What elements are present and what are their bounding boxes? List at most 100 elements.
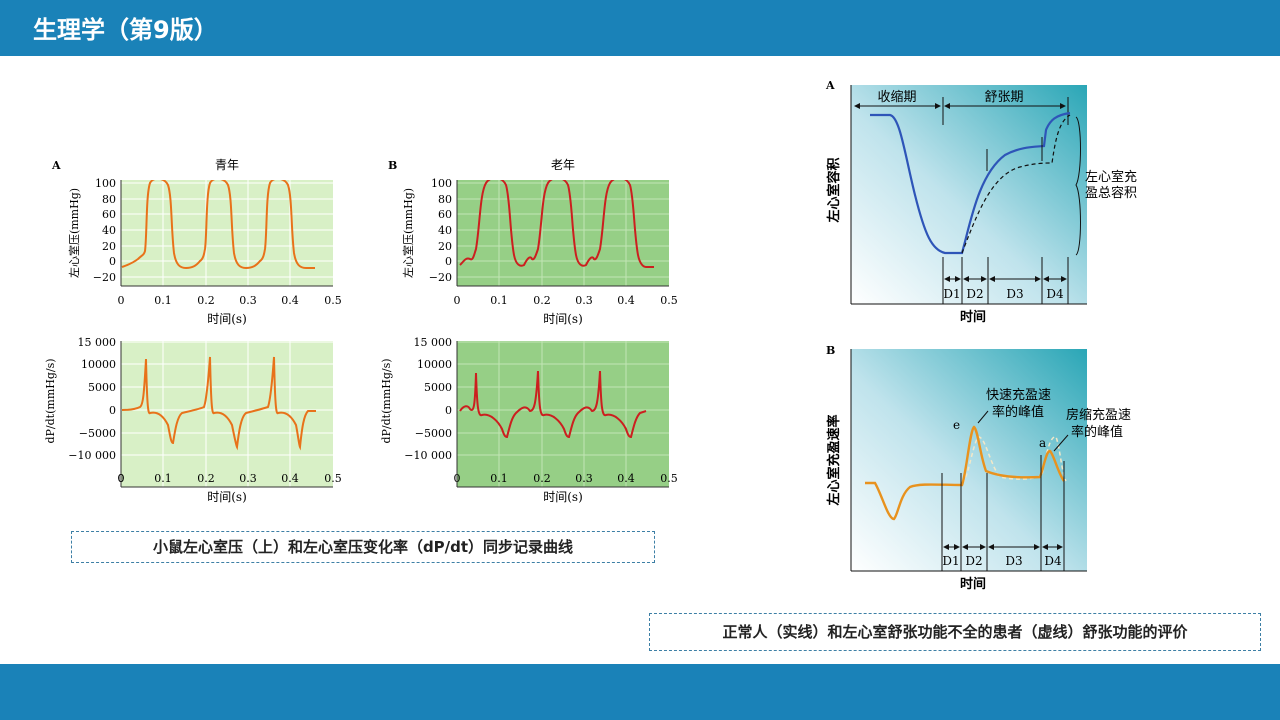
systole-label: 收缩期 <box>877 89 916 105</box>
panel-a-label: A <box>51 159 61 172</box>
x-tick: 0.4 <box>617 472 635 485</box>
total-volume-label-2: 盈总容积 <box>1085 185 1137 201</box>
old-pressure-x-ticks: 0 0.1 0.2 0.3 0.4 0.5 <box>454 294 678 307</box>
x-tick: 0.2 <box>533 472 551 485</box>
rate-impaired-curve <box>961 436 1067 484</box>
y-tick: 0 <box>109 255 116 268</box>
old-rate-x-ticks-row: 0 0.1 0.2 0.3 0.4 0.5 <box>454 472 678 485</box>
x-tick: 0.3 <box>575 472 593 485</box>
old-pressure-ylabel: 左心室压(mmHg) <box>401 188 415 278</box>
volume-impaired-curve <box>961 114 1071 254</box>
total-volume-label-1: 左心室充 <box>1085 169 1137 185</box>
x-tick: 0.1 <box>154 294 172 307</box>
y-tick: 60 <box>102 208 116 221</box>
x-tick: 0.1 <box>490 472 508 485</box>
x-tick: 0.2 <box>197 294 215 307</box>
x-tick: 0.2 <box>533 294 551 307</box>
y-tick: −10 000 <box>68 449 116 462</box>
rate-normal-curve <box>865 425 1065 521</box>
young-rate-plot-bg <box>121 341 333 487</box>
peak-e-label-1: 快速充盈速 <box>986 387 1051 403</box>
young-pressure-plot-bg <box>121 180 333 286</box>
young-pressure-ylabel: 左心室压(mmHg) <box>67 188 81 278</box>
young-rate-xlabel: 时间(s) <box>207 490 247 504</box>
peak-a-label-2: 率的峰值 <box>1071 424 1123 440</box>
y-tick: 15 000 <box>414 336 453 349</box>
y-tick: 80 <box>102 193 116 206</box>
phase-dividers-a <box>942 257 1069 304</box>
old-rate-grid <box>457 341 669 487</box>
y-tick: −10 000 <box>404 449 452 462</box>
young-pressure-x-ticks: 0 0.1 0.2 0.3 0.4 0.5 <box>118 294 342 307</box>
x-tick: 0.4 <box>617 294 635 307</box>
left-figure-rate-axes: 0 0.1 0.2 0.3 0.4 0.5 时间(s) 0 0.1 0.2 0.… <box>118 472 678 504</box>
phase-label-d2: D2 <box>965 554 982 568</box>
y-tick: 20 <box>102 240 116 253</box>
phase-label-d2: D2 <box>966 287 983 301</box>
y-tick: 0 <box>445 255 452 268</box>
y-tick: −20 <box>429 271 452 284</box>
x-tick: 0 <box>118 472 125 485</box>
peak-e-label-2: 率的峰值 <box>992 404 1044 420</box>
left-caption: 小鼠左心室压（上）和左心室压变化率（dP/dt）同步记录曲线 <box>71 531 655 563</box>
young-rate-grid <box>121 341 333 487</box>
y-tick: 80 <box>438 193 452 206</box>
old-rate-y-ticks: 15 000 10000 5000 0 −5000 −10 000 <box>404 336 452 462</box>
young-rate-ylabel: dP/dt(mmHg/s) <box>44 358 57 443</box>
right-figure: A 收缩期 舒张期 左心室容积 左心室充 盈总容积 D1 D2 D3 D4 时间… <box>825 79 1137 592</box>
young-pressure-xlabel: 时间(s) <box>207 312 247 326</box>
x-tick: 0.2 <box>197 472 215 485</box>
panel-b-label: B <box>388 159 397 172</box>
x-tick: 0 <box>454 472 461 485</box>
x-tick: 0.4 <box>281 294 299 307</box>
phase-label-d3: D3 <box>1005 554 1022 568</box>
y-tick: 5000 <box>88 381 116 394</box>
x-tick: 0.3 <box>575 294 593 307</box>
y-tick: 40 <box>102 224 116 237</box>
x-tick: 0.5 <box>660 294 678 307</box>
old-pressure-y-ticks: 100 80 60 40 20 0 −20 <box>429 177 452 284</box>
old-rate-trace <box>459 370 647 439</box>
peak-a-label-1: 房缩充盈速 <box>1066 407 1131 423</box>
y-tick: −20 <box>93 271 116 284</box>
phase-label-d1: D1 <box>942 554 959 568</box>
old-rate-plot-bg <box>457 341 669 487</box>
phase-label-d1: D1 <box>943 287 960 301</box>
x-tick: 0.1 <box>154 472 172 485</box>
young-pressure-trace <box>121 180 315 270</box>
y-tick: −5000 <box>79 427 116 440</box>
volume-normal-curve <box>870 111 1071 255</box>
x-tick: 0 <box>118 294 125 307</box>
right-panel-a-label: A <box>825 79 835 92</box>
old-pressure-grid <box>457 180 669 286</box>
x-tick: 0.3 <box>239 294 257 307</box>
y-tick: 0 <box>109 404 116 417</box>
old-rate-ylabel: dP/dt(mmHg/s) <box>380 358 393 443</box>
old-pressure-trace <box>459 180 654 268</box>
header-bar: 生理学（第9版） <box>0 0 1280 56</box>
phase-label-d4: D4 <box>1044 554 1062 568</box>
young-pressure-y-ticks: 100 80 60 40 20 0 −20 <box>93 177 116 284</box>
e-marker: e <box>953 418 960 432</box>
old-rate-xlabel: 时间(s) <box>543 490 583 504</box>
right-panel-b-label: B <box>826 344 835 357</box>
x-tick: 0.3 <box>239 472 257 485</box>
phase-labels-b: D1 D2 D3 D4 <box>942 554 1062 568</box>
x-tick: 0.5 <box>324 472 342 485</box>
y-tick: 100 <box>95 177 116 190</box>
y-tick: 20 <box>438 240 452 253</box>
young-title: 青年 <box>215 158 239 172</box>
phase-label-d4: D4 <box>1046 287 1064 301</box>
left-figure: A 青年 100 80 60 40 20 0 −20 0 0.1 0.2 0.3… <box>44 158 678 488</box>
y-tick: 15 000 <box>78 336 117 349</box>
young-rate-x-ticks: 0 <box>118 472 125 485</box>
volume-ylabel: 左心室容积 <box>826 157 842 222</box>
young-rate-x-ticks-row: 0 0.1 0.2 0.3 0.4 0.5 <box>118 472 342 485</box>
volume-xlabel: 时间 <box>960 309 986 325</box>
y-tick: 100 <box>431 177 452 190</box>
right-caption: 正常人（实线）和左心室舒张功能不全的患者（虚线）舒张功能的评价 <box>649 613 1261 651</box>
volume-plot-bg <box>851 85 1087 304</box>
filling-rate-ylabel: 左心室充盈速率 <box>826 414 842 505</box>
x-tick: 0.5 <box>660 472 678 485</box>
a-marker: a <box>1039 436 1046 450</box>
